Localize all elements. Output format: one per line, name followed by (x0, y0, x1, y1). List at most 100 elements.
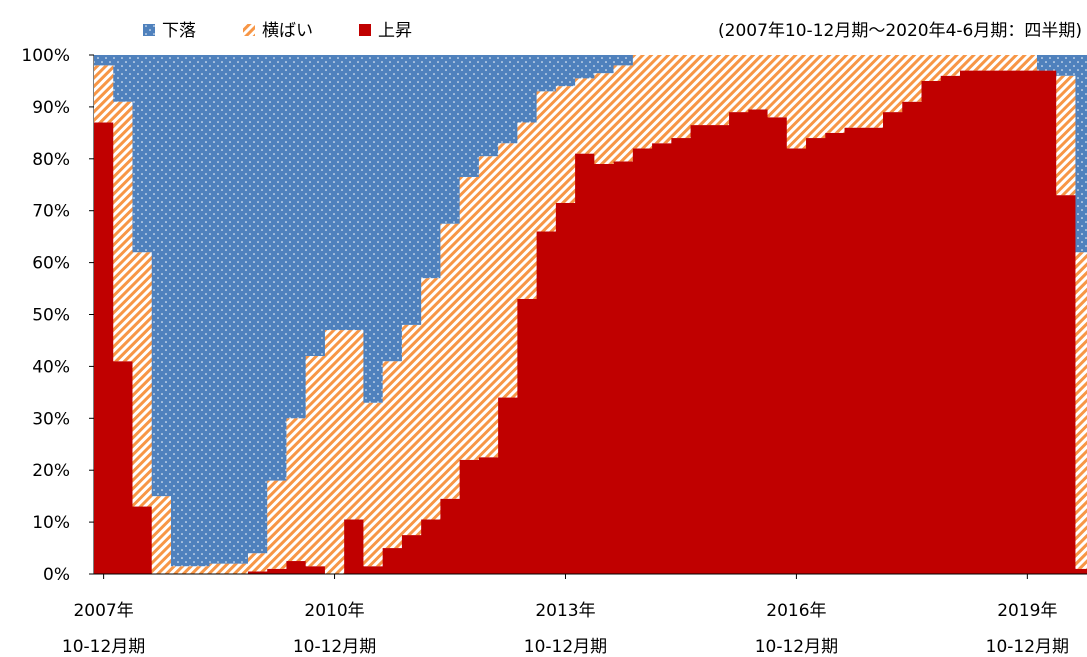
bar-segment-up (132, 506, 153, 574)
bar-segment-flat (883, 55, 903, 113)
bar-segment-up (671, 138, 692, 575)
bar-segment-flat (228, 563, 249, 574)
x-tick-label-quarter: 10-12月期 (524, 637, 607, 657)
bar-segment-down (575, 55, 595, 79)
bar-segment-up (786, 148, 807, 575)
bar-segment-up (247, 571, 268, 574)
legend: 下落 横ばい 上昇 (143, 21, 412, 41)
bar-segment-up (1036, 70, 1057, 574)
bar-segment-down (228, 55, 249, 564)
bar-segment-flat (613, 65, 634, 162)
bar-segment-up (344, 519, 364, 574)
bar-segment-down (113, 55, 133, 102)
bar-segment-down (498, 55, 518, 144)
bar-segment-flat (1056, 75, 1076, 196)
bar-segment-down (517, 55, 538, 123)
x-tick-label-year: 2007年 (73, 601, 133, 621)
bar-segment-up (921, 80, 942, 574)
bar-segment-down (594, 55, 615, 74)
bar-segment-up (440, 498, 461, 574)
bar-segment-flat (1017, 55, 1038, 71)
bar-segment-down (1056, 55, 1076, 76)
bar-segment-flat (190, 566, 210, 574)
bar-segment-up (1075, 568, 1087, 574)
bar-segment-up (690, 125, 711, 574)
bar-segment-up (767, 117, 788, 574)
bar-segment-up (902, 101, 922, 575)
bar-segment-flat (844, 55, 865, 128)
bar-segment-flat (671, 55, 692, 139)
bar-segment-down (132, 55, 153, 253)
x-tick-label-year: 2010年 (304, 601, 364, 621)
legend-item-flat: 横ばい (243, 21, 313, 41)
bar-segment-flat (209, 563, 230, 574)
x-tick-label-year: 2019年 (997, 601, 1057, 621)
legend-swatch-flat (243, 24, 255, 36)
bar-segment-flat (806, 55, 826, 139)
bar-segment-up (363, 566, 384, 574)
bar-segment-up (979, 70, 999, 574)
bar-segment-up (748, 109, 769, 575)
bar-segment-up (632, 148, 653, 575)
bar-segment-up (652, 143, 672, 575)
bar-segment-down (305, 55, 326, 357)
bar-segment-flat (729, 55, 749, 113)
x-tick-label-quarter: 10-12月期 (62, 637, 145, 657)
y-tick-label: 40% (32, 357, 70, 377)
bar-segment-flat (786, 55, 807, 149)
y-tick-label: 30% (32, 409, 70, 429)
bar-segment-flat (132, 252, 153, 507)
bar-segment-up (844, 127, 865, 574)
bar-segment-down (344, 55, 364, 331)
bar-segment-up (594, 163, 615, 575)
legend-swatch-up (359, 24, 371, 36)
legend-label-flat: 横ばい (262, 21, 313, 41)
bar-segment-flat (324, 330, 345, 574)
bar-segment-flat (1075, 252, 1087, 569)
y-tick-label: 50% (32, 306, 70, 326)
bar-segment-down (421, 55, 441, 279)
bar-segment-flat (401, 324, 422, 536)
x-tick-label-quarter: 10-12月期 (293, 637, 376, 657)
bar-segment-down (324, 55, 345, 331)
bar-segment-down (190, 55, 210, 567)
bar-segment-flat (382, 361, 403, 549)
legend-label-up: 上昇 (378, 21, 412, 41)
bar-segment-down (363, 55, 384, 403)
bar-segment-flat (459, 176, 480, 460)
bar-segment-down (247, 55, 268, 554)
bar-segment-down (401, 55, 422, 325)
bar-segment-flat (825, 55, 846, 133)
x-tick-label-year: 2016年 (766, 601, 826, 621)
bar-segment-up (267, 568, 287, 574)
bar-segment-up (286, 561, 307, 574)
bar-segment-up (401, 535, 422, 574)
bar-segment-up (998, 70, 1019, 574)
bar-segment-up (498, 397, 518, 574)
bar-segment-down (478, 55, 499, 157)
bar-segment-down (151, 55, 172, 497)
bar-segment-flat (286, 418, 307, 562)
bar-segment-flat (709, 55, 730, 126)
legend-item-down: 下落 (143, 21, 196, 41)
bar-segment-down (440, 55, 461, 224)
bar-segment-up (94, 122, 114, 574)
bar-segment-flat (267, 480, 287, 569)
y-tick-label: 100% (21, 46, 70, 66)
y-tick-label: 80% (32, 150, 70, 170)
bar-segment-down (286, 55, 307, 419)
bar-segment-flat (247, 553, 268, 572)
bar-segment-up (575, 153, 595, 575)
bar-segment-flat (536, 91, 557, 232)
x-tick-label-quarter: 10-12月期 (755, 637, 838, 657)
bar-segment-up (729, 112, 749, 574)
bar-segment-up (613, 161, 634, 574)
bar-segment-up (555, 202, 576, 575)
bar-segment-up (863, 127, 884, 574)
bar-segment-up (478, 457, 499, 574)
bar-segment-up (883, 112, 903, 574)
bar-segment-flat (421, 278, 441, 520)
bar-segment-flat (652, 55, 672, 144)
bar-segment-flat (632, 55, 653, 149)
